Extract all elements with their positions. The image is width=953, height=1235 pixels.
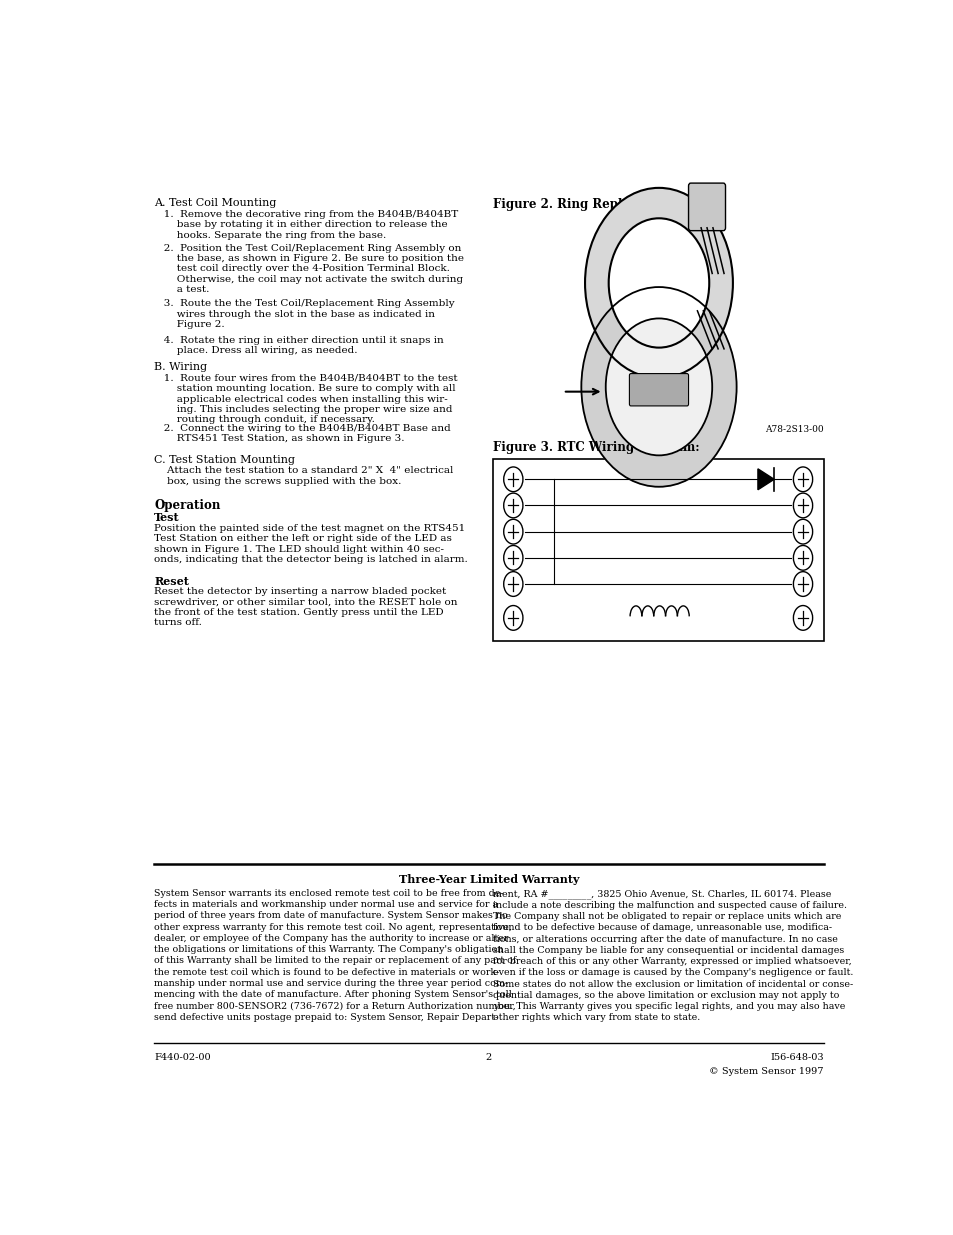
Circle shape	[793, 493, 812, 517]
Circle shape	[793, 546, 812, 571]
Circle shape	[584, 188, 732, 378]
Text: Reset: Reset	[154, 576, 189, 587]
Text: Position the painted side of the test magnet on the RTS451
Test Station on eithe: Position the painted side of the test ma…	[154, 524, 467, 564]
Text: A. Test Coil Mounting: A. Test Coil Mounting	[154, 199, 276, 209]
Circle shape	[580, 287, 736, 487]
Text: Figure 3. RTC Wiring Diagram:: Figure 3. RTC Wiring Diagram:	[492, 441, 699, 453]
Polygon shape	[757, 469, 774, 490]
Circle shape	[793, 605, 812, 630]
Circle shape	[503, 605, 522, 630]
FancyBboxPatch shape	[688, 183, 724, 231]
Text: 2.  Connect the wiring to the B404B/B404BT Base and
       RTS451 Test Station, : 2. Connect the wiring to the B404B/B404B…	[154, 424, 451, 443]
Text: 4.  Rotate the ring in either direction until it snaps in
       place. Dress al: 4. Rotate the ring in either direction u…	[154, 336, 443, 356]
Circle shape	[608, 219, 708, 347]
FancyBboxPatch shape	[629, 373, 688, 406]
Circle shape	[503, 572, 522, 597]
Circle shape	[793, 467, 812, 492]
Circle shape	[793, 519, 812, 545]
Text: 3.  Route the the Test Coil/Replacement Ring Assembly
       wires through the s: 3. Route the the Test Coil/Replacement R…	[154, 299, 455, 329]
Text: © System Sensor 1997: © System Sensor 1997	[708, 1067, 822, 1076]
Circle shape	[793, 572, 812, 597]
Text: I56-648-03: I56-648-03	[769, 1053, 822, 1062]
Text: Test: Test	[154, 513, 179, 524]
Text: F440-02-00: F440-02-00	[154, 1053, 211, 1062]
Text: 1.  Remove the decorative ring from the B404B/B404BT
       base by rotating it : 1. Remove the decorative ring from the B…	[154, 210, 457, 240]
Circle shape	[503, 519, 522, 545]
Text: System Sensor warrants its enclosed remote test coil to be free from de-
fects i: System Sensor warrants its enclosed remo…	[154, 889, 516, 1021]
Text: C. Test Station Mounting: C. Test Station Mounting	[154, 454, 294, 464]
Text: 1.  Route four wires from the B404B/B404BT to the test
       station mounting l: 1. Route four wires from the B404B/B404B…	[154, 374, 457, 425]
Text: A78-2S13-00: A78-2S13-00	[764, 425, 822, 435]
Circle shape	[503, 467, 522, 492]
Text: Three-Year Limited Warranty: Three-Year Limited Warranty	[398, 873, 578, 884]
Bar	[492, 458, 822, 641]
Text: Operation: Operation	[154, 499, 220, 511]
Text: 2.  Position the Test Coil/Replacement Ring Assembly on
       the base, as show: 2. Position the Test Coil/Replacement Ri…	[154, 243, 464, 294]
Text: Figure 2. Ring Replacement:: Figure 2. Ring Replacement:	[492, 199, 682, 211]
Text: B. Wiring: B. Wiring	[154, 362, 207, 372]
Text: 2: 2	[485, 1053, 492, 1062]
Circle shape	[503, 546, 522, 571]
Text: ment, RA #_________, 3825 Ohio Avenue, St. Charles, IL 60174. Please
include a n: ment, RA #_________, 3825 Ohio Avenue, S…	[492, 889, 852, 1023]
Circle shape	[503, 493, 522, 517]
Text: Reset the detector by inserting a narrow bladed pocket
screwdriver, or other sim: Reset the detector by inserting a narrow…	[154, 587, 457, 627]
Circle shape	[605, 319, 712, 456]
Text: Attach the test station to a standard 2" X  4" electrical
    box, using the scr: Attach the test station to a standard 2"…	[154, 466, 453, 485]
